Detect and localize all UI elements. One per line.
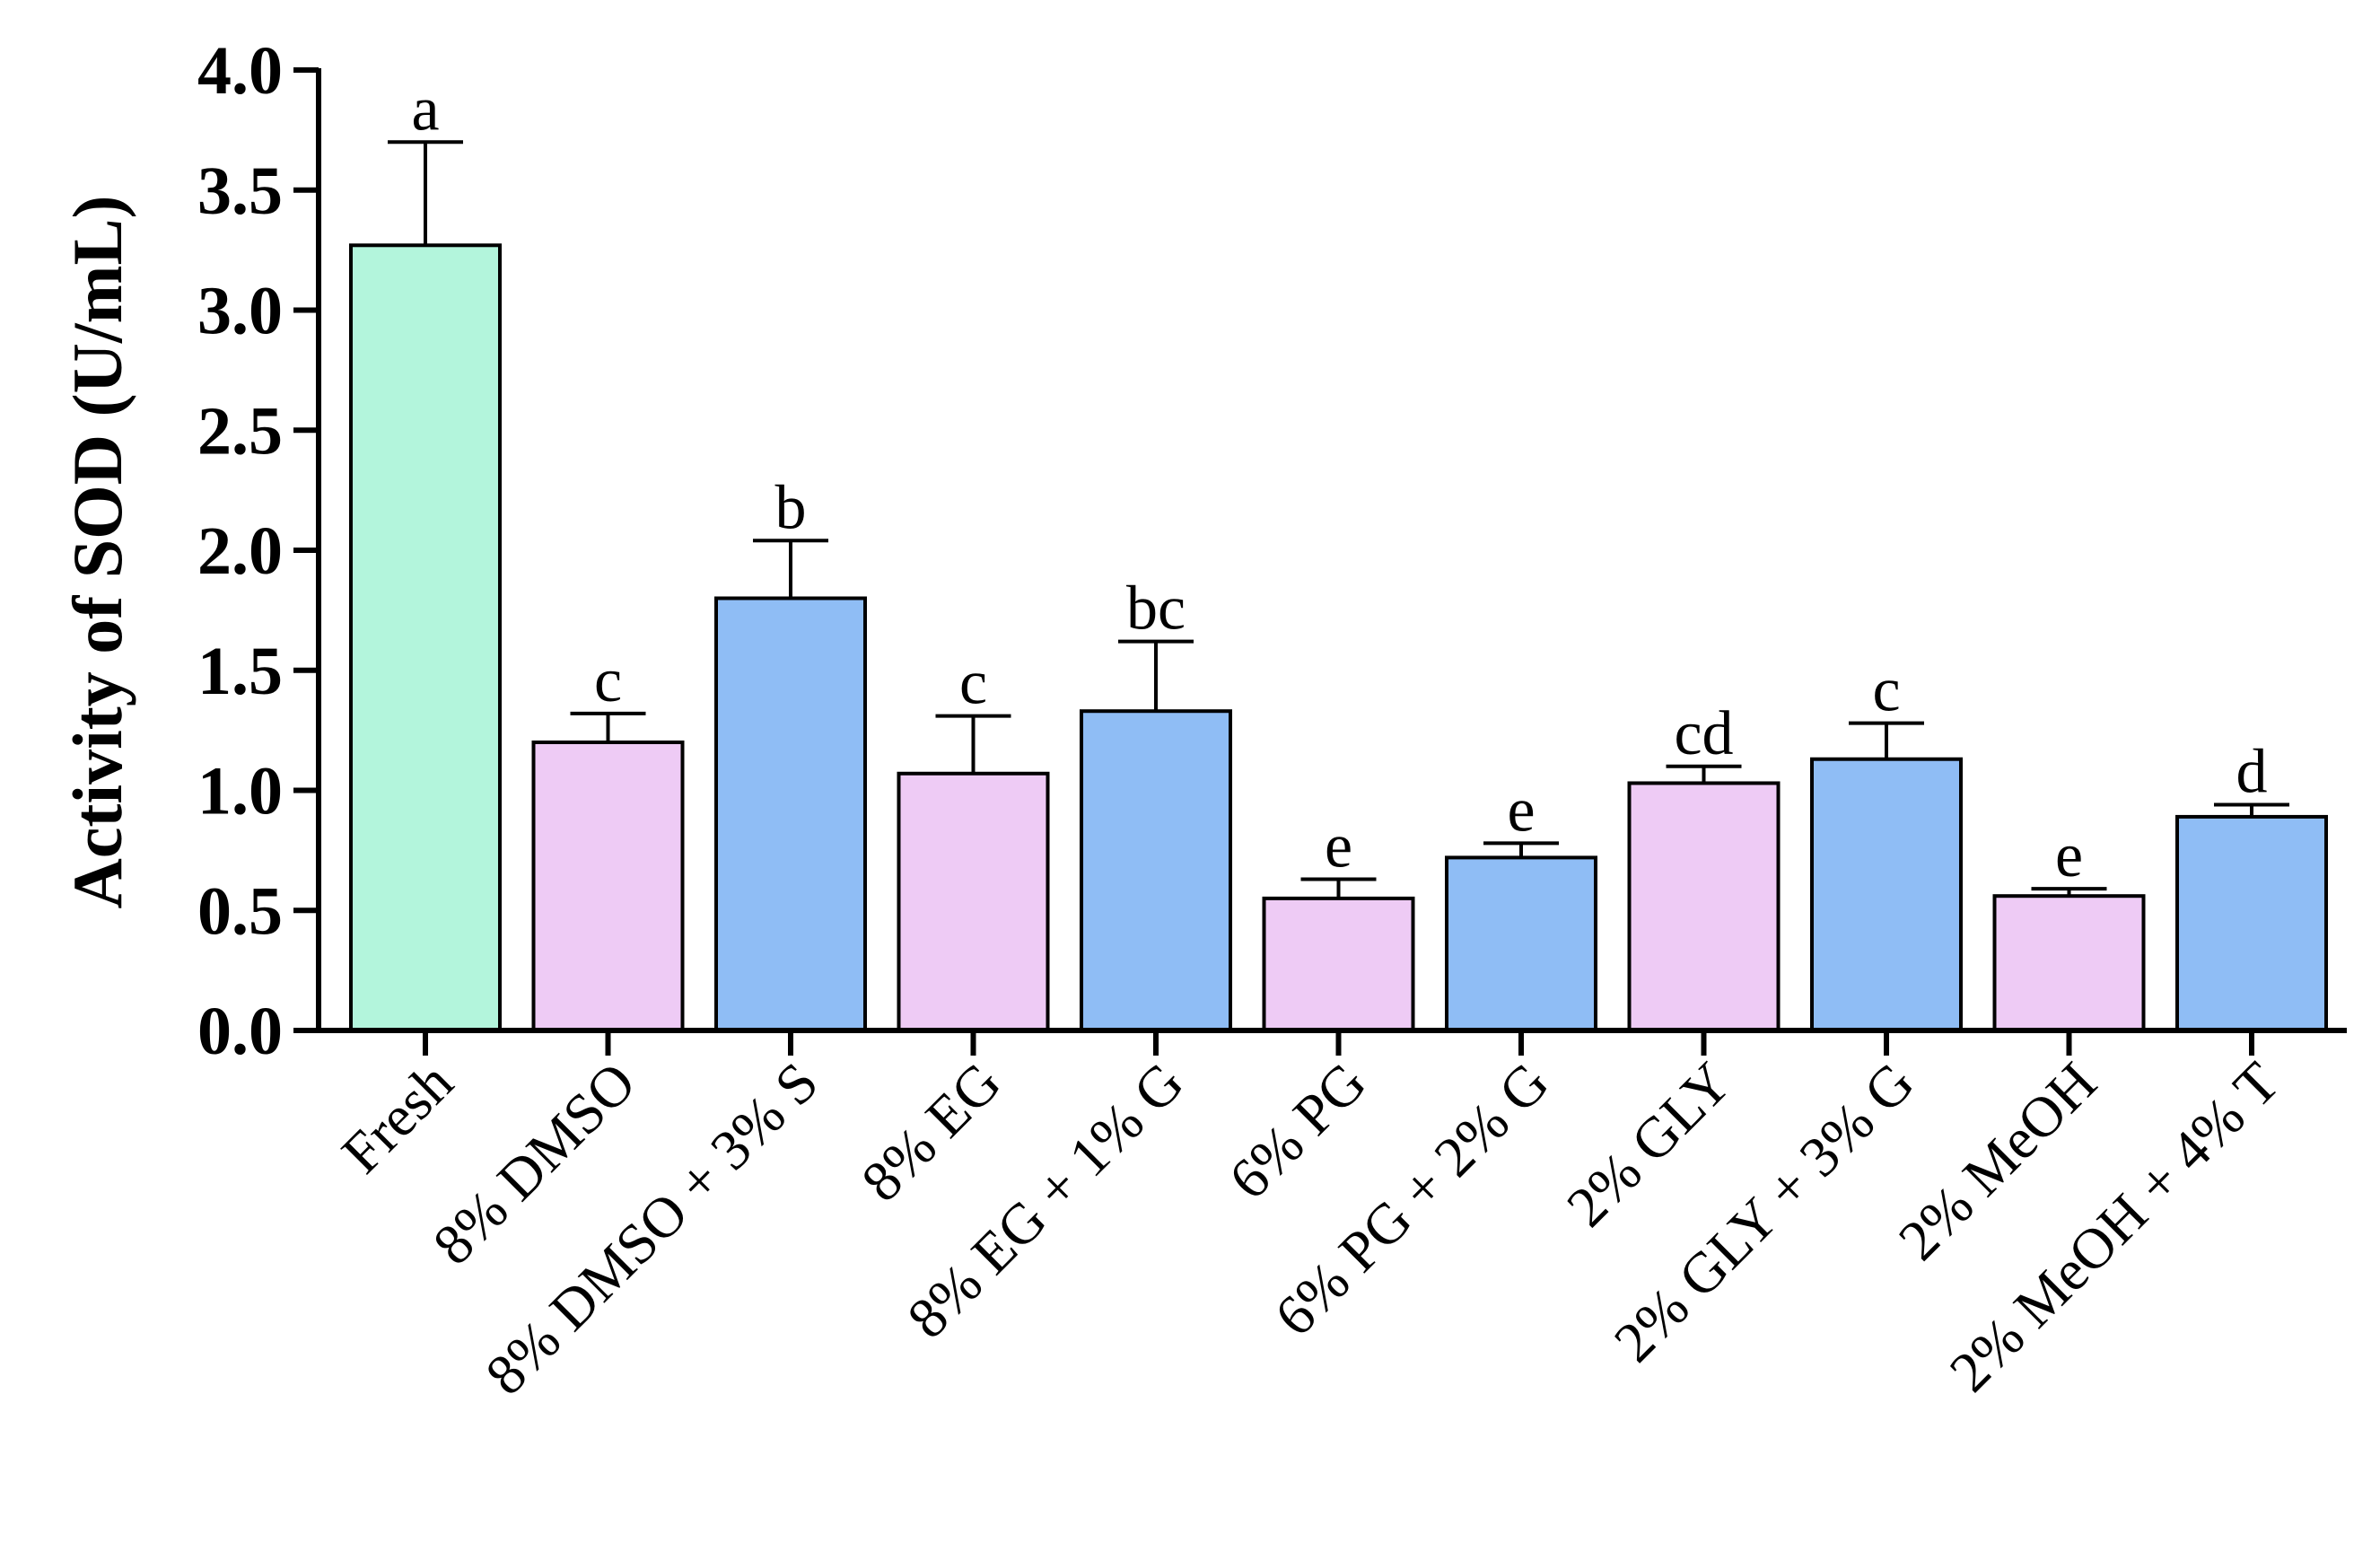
bar [714,596,867,1032]
significance-label: cd [1674,699,1733,768]
significance-label: e [1325,811,1352,881]
y-axis-label: Activity of SOD (U/mL) [58,195,136,908]
significance-label: b [775,473,807,542]
x-tick-label: 2% MeOH + 4% T [1938,1050,2291,1404]
bar [1445,855,1597,1033]
y-tick-label: 3.0 [197,274,283,349]
y-tick-label: 0.0 [197,994,283,1069]
y-tick-label: 1.0 [197,754,283,829]
significance-label: d [2236,738,2268,807]
bar [1262,896,1415,1032]
significance-label: e [2055,821,2083,890]
x-tick-label: 8% DMSO + 3% S [473,1050,830,1407]
bar [1992,894,2146,1033]
y-tick-label: 2.0 [197,513,283,589]
significance-label: e [1507,776,1535,845]
bar [1627,781,1781,1032]
significance-label: c [959,649,987,718]
x-tick-label: 6% PG [1217,1050,1378,1212]
bar [531,741,685,1032]
x-tick-label: 8% EG [849,1050,1012,1214]
y-tick-label: 1.5 [197,634,283,709]
bar [2175,814,2328,1032]
bar [1080,709,1232,1032]
x-tick-label: 2% GLY [1554,1050,1743,1239]
bar [897,771,1050,1033]
bar [349,243,502,1032]
x-tick-label: Fresh [329,1050,465,1186]
significance-label: c [1872,656,1900,725]
significance-label: c [594,646,622,715]
y-tick-label: 2.5 [197,393,283,469]
y-tick-label: 0.5 [197,873,283,949]
bar [1810,757,1963,1032]
significance-label: bc [1126,574,1186,644]
y-tick-label: 4.0 [197,33,283,109]
y-tick-label: 3.5 [197,153,283,229]
significance-label: a [411,75,439,144]
